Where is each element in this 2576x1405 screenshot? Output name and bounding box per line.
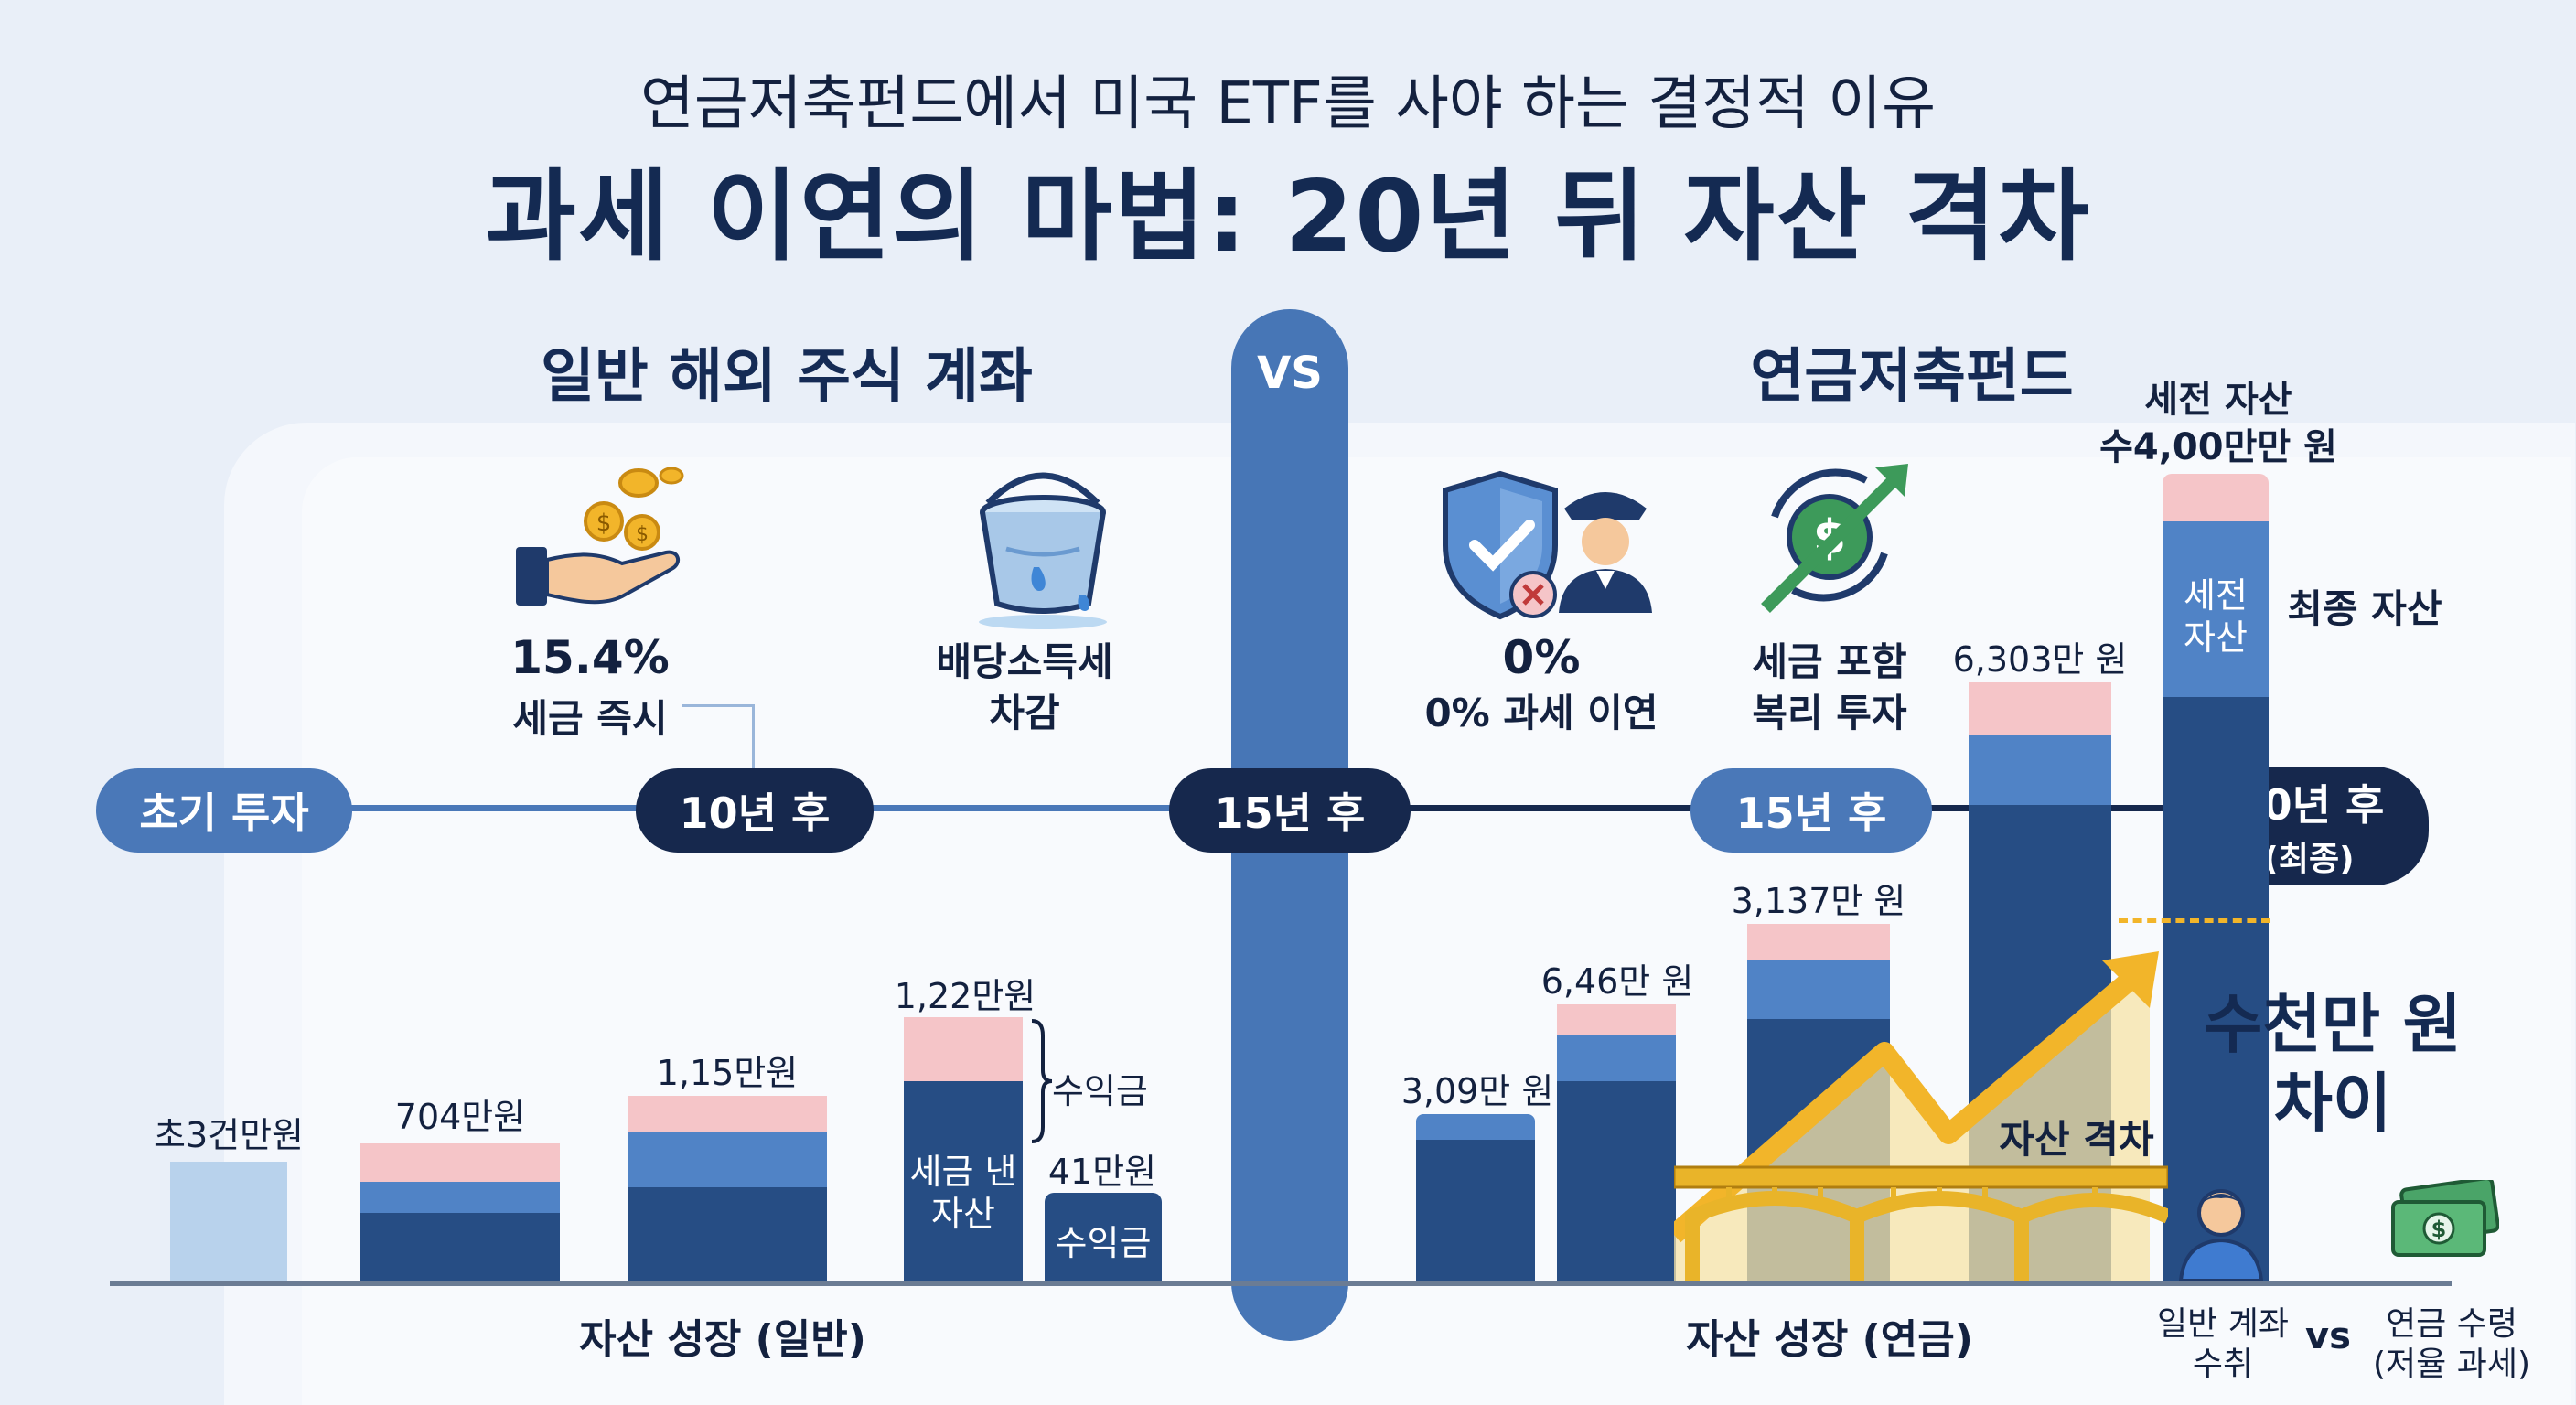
right-bar-3-profit bbox=[1747, 924, 1890, 960]
brace-icon bbox=[1031, 1019, 1053, 1143]
taxed-asset-2: 자산 bbox=[931, 1194, 995, 1234]
deferral-rate: 0% bbox=[1502, 631, 1581, 684]
timeline-initial: 초기 투자 bbox=[96, 768, 352, 853]
timeline-15y-center: 15년 후 bbox=[1169, 768, 1411, 853]
right-bar-2-base bbox=[1557, 1081, 1676, 1281]
subtitle: 연금저축펀드에서 미국 ETF를 사야 하는 결정적 이유 bbox=[639, 70, 1936, 138]
pension-receive-2: (저율 과세) bbox=[2372, 1346, 2530, 1383]
left-heading: 일반 해외 주식 계좌 bbox=[541, 343, 1033, 411]
gap-text-2: 차이 bbox=[2273, 1066, 2392, 1141]
right-bar-5-profit bbox=[2163, 474, 2269, 521]
svg-text:$: $ bbox=[2431, 1217, 2447, 1242]
right-bar-label: 3,09만 원 bbox=[1401, 1071, 1554, 1111]
general-withdraw-2: 수취 bbox=[2192, 1346, 2254, 1383]
money-bills-icon: $ bbox=[2391, 1180, 2499, 1257]
final-asset-label: 최종 자산 bbox=[2287, 586, 2442, 631]
pension-receive-1: 연금 수령 bbox=[2386, 1305, 2517, 1343]
right-bar-2-profit bbox=[1557, 1004, 1676, 1035]
right-axis-label: 자산 성장 (연금) bbox=[1686, 1316, 1973, 1363]
taxed-asset-1: 세금 낸 bbox=[909, 1152, 1017, 1192]
right-bar-4-profit bbox=[1969, 682, 2111, 735]
vs-small: vs bbox=[2305, 1315, 2351, 1357]
left-bar-2-base bbox=[360, 1213, 560, 1281]
left-bar-label: 41만원 bbox=[1047, 1152, 1157, 1192]
vs-label: VS bbox=[1257, 348, 1323, 399]
coins-hand-icon: $ $ bbox=[516, 467, 684, 606]
page-title: 과세 이연의 마법: 20년 뒤 자산 격차 bbox=[485, 160, 2091, 274]
svg-text:$: $ bbox=[596, 509, 612, 537]
compound-text-1: 세금 포함 bbox=[1752, 639, 1907, 684]
right-bar-4-mid bbox=[1969, 735, 2111, 805]
profit-small-label: 수익금 bbox=[1055, 1223, 1152, 1263]
left-bar-3-profit bbox=[628, 1096, 827, 1132]
left-bar-label: 1,15만원 bbox=[656, 1053, 799, 1093]
dividend-text-2: 차감 bbox=[989, 691, 1060, 735]
left-bar-5 bbox=[1045, 1193, 1162, 1281]
compound-arrows-icon: $ bbox=[1761, 464, 1908, 613]
left-bar-label: 초3건만원 bbox=[153, 1115, 305, 1155]
right-heading: 연금저축펀드 bbox=[1750, 343, 2074, 411]
left-bar-4-base bbox=[904, 1081, 1023, 1281]
right-bar-3-mid bbox=[1747, 960, 1890, 1019]
right-bar-1-base bbox=[1416, 1140, 1535, 1281]
left-bar-3-mid bbox=[628, 1132, 827, 1187]
svg-text:$: $ bbox=[636, 523, 649, 546]
right-bar-label: 3,137만 원 bbox=[1731, 881, 1906, 921]
left-bar-2-mid bbox=[360, 1182, 560, 1213]
left-axis-label: 자산 성장 (일반) bbox=[579, 1316, 866, 1363]
left-bar-3-base bbox=[628, 1187, 827, 1281]
pre-tax-label-1: 세전 자산 bbox=[2144, 379, 2292, 421]
bar-pre-tax-2: 자산 bbox=[2184, 617, 2248, 658]
left-bar-4-profit bbox=[904, 1017, 1023, 1081]
asset-gap-label: 자산 격차 bbox=[1999, 1117, 2154, 1162]
shield-check-icon bbox=[1443, 470, 1558, 620]
gap-text-1: 수천만 원 bbox=[2204, 987, 2462, 1062]
person-icon bbox=[2178, 1189, 2264, 1281]
bar-pre-tax-1: 세전 bbox=[2184, 575, 2248, 616]
right-bar-1-top bbox=[1416, 1114, 1535, 1140]
gap-dashed-line bbox=[2119, 918, 2270, 923]
right-bar-label: 6,46만 원 bbox=[1540, 961, 1694, 1002]
bridge-icon bbox=[1674, 1165, 2168, 1281]
left-bar-label: 1,22만원 bbox=[894, 976, 1036, 1016]
connector bbox=[682, 704, 755, 707]
timeline-10y: 10년 후 bbox=[636, 768, 874, 853]
tax-rate: 15.4% bbox=[510, 631, 670, 684]
left-bar-initial bbox=[170, 1162, 287, 1281]
right-bar-2-mid bbox=[1557, 1035, 1676, 1081]
compound-text-2: 복리 투자 bbox=[1752, 691, 1907, 735]
right-bar-5-base bbox=[2163, 697, 2269, 1281]
left-bar-label: 704만원 bbox=[394, 1097, 526, 1137]
leaking-bucket-icon bbox=[979, 472, 1107, 629]
chart-baseline bbox=[110, 1281, 2452, 1286]
connector-v bbox=[752, 704, 755, 807]
left-bar-2-profit bbox=[360, 1143, 560, 1182]
tax-officer-icon bbox=[1559, 492, 1652, 613]
tax-immediate: 세금 즉시 bbox=[512, 696, 668, 741]
pre-tax-label-2: 수4,00만만 원 bbox=[2099, 426, 2337, 468]
dividend-text-1: 배당소득세 bbox=[936, 639, 1113, 684]
profit-label: 수익금 bbox=[1052, 1071, 1148, 1111]
timeline-15y-right: 15년 후 bbox=[1690, 768, 1932, 853]
general-withdraw-1: 일반 계좌 bbox=[2157, 1305, 2289, 1343]
deferral-text: 0% 과세 이연 bbox=[1424, 691, 1658, 735]
right-bar-label: 6,303만 원 bbox=[1952, 639, 2128, 680]
timeline-20y-sub: (최종) bbox=[2263, 841, 2355, 878]
right-bar-5-mid bbox=[2163, 521, 2269, 697]
